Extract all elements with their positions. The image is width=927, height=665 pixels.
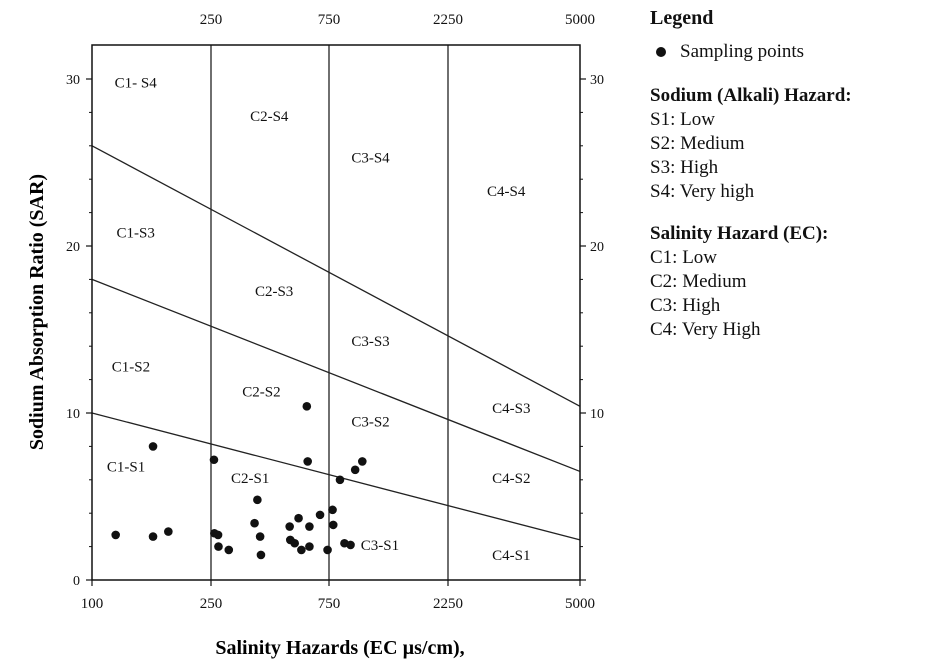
x-tick-label-bottom: 5000	[565, 596, 595, 612]
zone-label: C4-S4	[487, 184, 526, 200]
sampling-point	[302, 402, 312, 411]
axis-ticks: 100 250 750 2250 5000 250 750 2250 5000 0 10 10 20 20…	[66, 12, 604, 612]
x-tick-label-top: 5000	[565, 12, 595, 28]
zone-label: C2-S3	[255, 284, 293, 300]
sampling-point	[328, 505, 337, 515]
sampling-point	[213, 530, 223, 540]
sampling-point	[328, 520, 338, 530]
x-tick-label-top: 250	[200, 12, 223, 28]
sampling-point	[148, 532, 158, 541]
sampling-point	[305, 522, 314, 531]
sampling-point	[111, 530, 120, 540]
zone-label: C3-S2	[351, 414, 389, 430]
legend-title: Legend	[650, 7, 714, 29]
sampling-point	[335, 475, 345, 485]
legend-point-label: Sampling points	[680, 41, 805, 62]
x-tick-label-top: 750	[318, 12, 341, 28]
zone-label: C4-S1	[492, 548, 530, 564]
usda-salinity-diagram: 100 250 750 2250 5000 250 750 2250 5000 0 10 10 20 20…	[26, 12, 604, 659]
zone-label: C3-S1	[361, 538, 399, 554]
zone-label: C1-S3	[117, 226, 155, 242]
sar-hazard-line	[91, 145, 581, 407]
point-marker-icon	[656, 47, 666, 57]
sampling-point	[224, 545, 234, 555]
zone-label: C1- S4	[115, 75, 158, 91]
salinity-hazard-heading: Salinity Hazard (EC):	[650, 223, 829, 244]
plot-frame	[91, 44, 581, 581]
sampling-point	[250, 518, 259, 528]
sampling-point	[255, 532, 265, 541]
legend-item-sampling-points: Sampling points	[650, 40, 925, 64]
legend-spacer	[650, 204, 925, 222]
zone-label: C1-S2	[112, 359, 150, 375]
y-tick-label-left: 10	[66, 407, 80, 422]
sampling-point	[214, 542, 223, 551]
salinity-item: C3: High	[650, 295, 721, 316]
salinity-item: C4: Very High	[650, 319, 761, 340]
sampling-points	[111, 402, 367, 560]
sampling-point	[285, 522, 294, 531]
x-tick-label-bottom: 2250	[433, 596, 463, 612]
zone-label: C4-S2	[492, 471, 530, 487]
y-axis-label: Sodium Absorption Ratio (SAR)	[26, 174, 48, 450]
x-tick-label-bottom: 250	[200, 596, 223, 612]
sampling-point	[209, 455, 219, 465]
y-tick-label-left: 0	[73, 574, 80, 589]
sodium-item: S1: Low	[650, 109, 715, 130]
y-tick-label-left: 20	[66, 240, 80, 255]
sampling-point	[256, 550, 266, 560]
y-tick-label-right: 20	[590, 240, 604, 255]
y-tick-label-right: 30	[590, 73, 604, 88]
zone-label: C1-S1	[107, 459, 145, 475]
legend-panel: Legend Sampling points Sodium (Alkali) H…	[650, 6, 925, 342]
sampling-point	[315, 510, 325, 520]
sodium-item: S3: High	[650, 157, 719, 178]
sar-hazard-line	[91, 412, 581, 541]
sar-hazard-line	[91, 278, 581, 473]
x-tick-label-bottom: 750	[318, 596, 341, 612]
zone-label: C3-S3	[351, 334, 389, 350]
zone-label: C2-S2	[242, 384, 280, 400]
salinity-item: C2: Medium	[650, 271, 747, 292]
plot-border	[91, 44, 581, 581]
sampling-point	[148, 442, 158, 451]
zone-label: C3-S4	[351, 151, 390, 167]
boundary-lines	[91, 45, 581, 580]
salinity-item: C1: Low	[650, 247, 718, 268]
sampling-point	[290, 538, 300, 548]
x-tick-label-top: 2250	[433, 12, 463, 28]
y-tick-label-left: 30	[66, 73, 80, 88]
zone-label: C2-S1	[231, 471, 269, 487]
sampling-point	[253, 495, 262, 505]
sampling-point	[358, 457, 367, 466]
zone-label: C2-S4	[250, 109, 289, 125]
sampling-point	[323, 545, 332, 555]
sodium-hazard-heading: Sodium (Alkali) Hazard:	[650, 85, 852, 106]
sampling-point	[346, 540, 355, 550]
sampling-point	[297, 545, 306, 555]
x-tick-label-bottom: 100	[81, 596, 104, 612]
sodium-item: S4: Very high	[650, 181, 755, 202]
x-axis-label: Salinity Hazards (EC µs/cm),	[215, 637, 464, 659]
sampling-point	[350, 465, 360, 475]
sodium-item: S2: Medium	[650, 133, 745, 154]
sampling-point	[294, 513, 303, 523]
sampling-point	[164, 527, 173, 536]
sampling-point	[305, 542, 314, 551]
sampling-point	[303, 457, 312, 466]
y-tick-label-right: 10	[590, 407, 604, 422]
zone-label: C4-S3	[492, 401, 530, 417]
zone-labels: C1- S4 C2-S4 C3-S4 C4-S4 C1-S3 C2-S3 C3-S3 C4-S…	[107, 75, 531, 564]
